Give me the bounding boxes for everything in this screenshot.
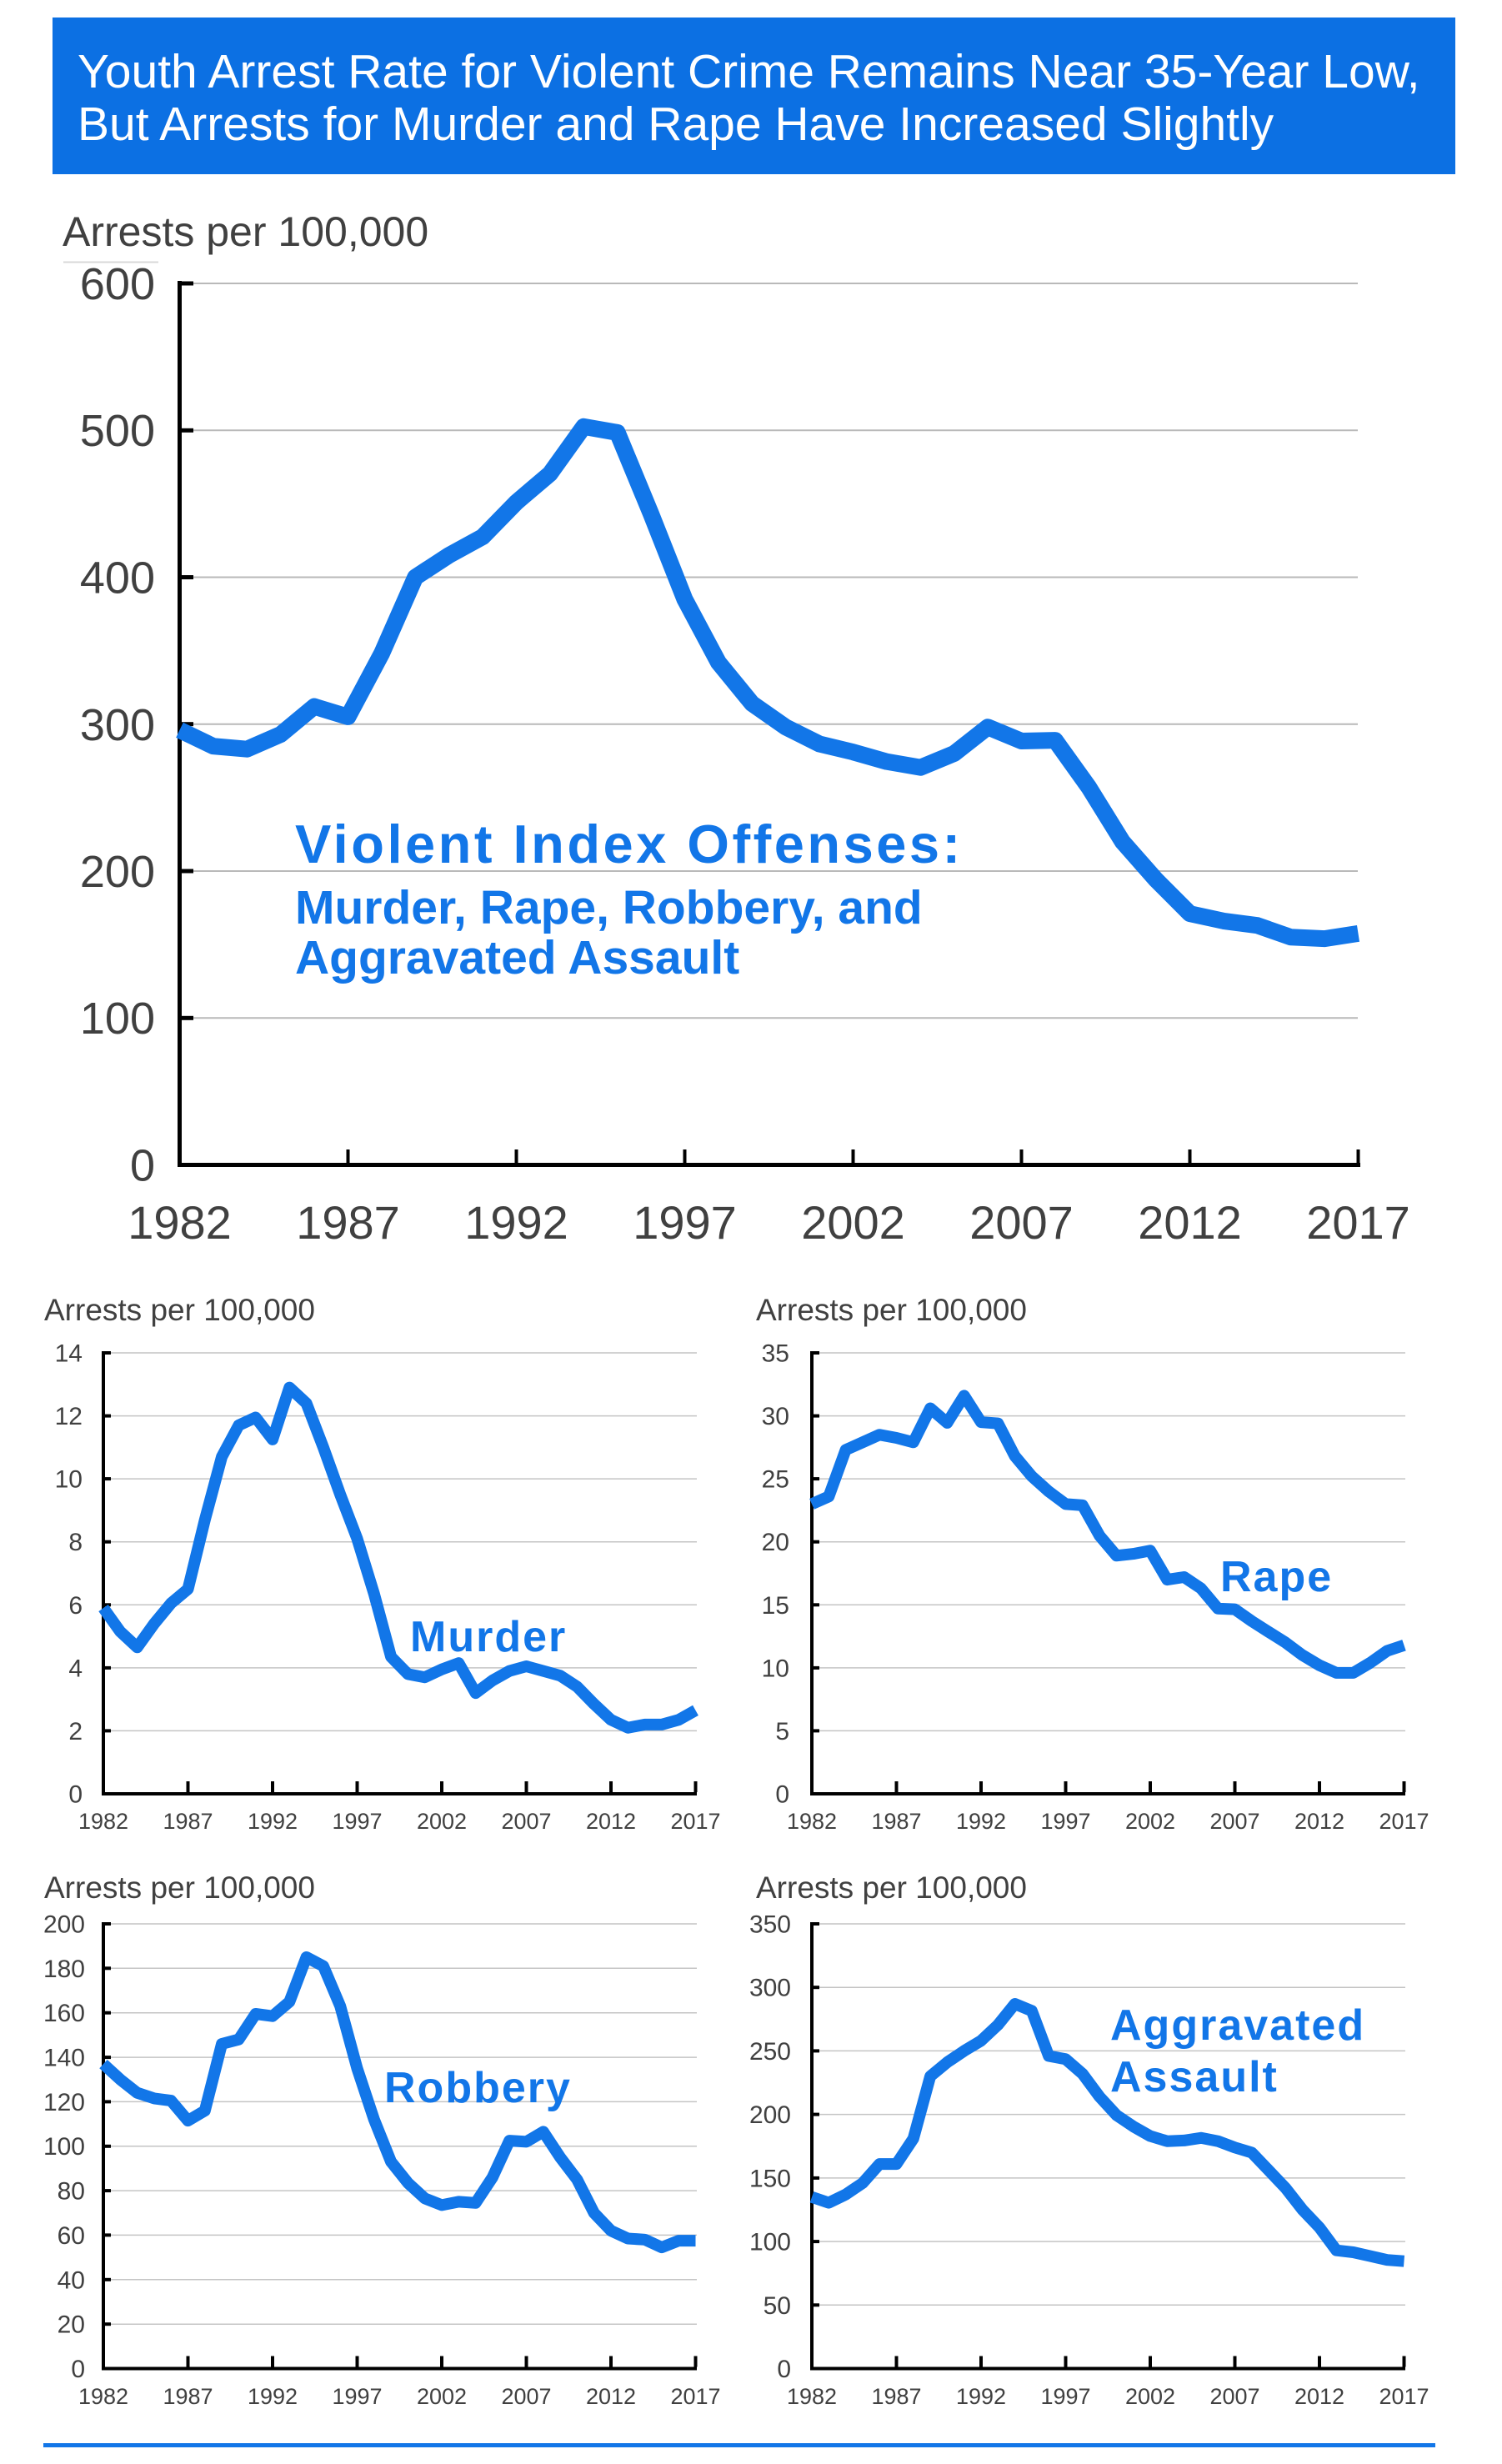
svg-text:180: 180 (43, 1956, 85, 1983)
svg-text:25: 25 (762, 1466, 789, 1494)
svg-text:350: 350 (749, 1911, 791, 1939)
svg-text:10: 10 (762, 1655, 789, 1682)
svg-text:1982: 1982 (78, 2384, 128, 2409)
svg-text:1982: 1982 (78, 1809, 128, 1834)
svg-text:2002: 2002 (417, 2384, 467, 2409)
svg-text:0: 0 (775, 1781, 789, 1809)
svg-text:2002: 2002 (1125, 1809, 1175, 1834)
svg-text:2012: 2012 (1294, 2384, 1344, 2409)
svg-text:35: 35 (762, 1340, 789, 1368)
svg-text:2002: 2002 (801, 1196, 905, 1249)
svg-text:Violent Index Offenses:: Violent Index Offenses: (295, 814, 964, 874)
svg-text:100: 100 (43, 2133, 85, 2161)
svg-text:8: 8 (68, 1529, 83, 1556)
svg-text:20: 20 (762, 1529, 789, 1556)
svg-text:140: 140 (43, 2045, 85, 2072)
svg-text:0: 0 (68, 1781, 83, 1809)
svg-text:1992: 1992 (248, 2384, 298, 2409)
svg-text:2007: 2007 (969, 1196, 1074, 1249)
svg-text:Arrests per 100,000: Arrests per 100,000 (63, 208, 428, 255)
svg-text:1997: 1997 (1040, 2384, 1090, 2409)
svg-text:30: 30 (762, 1403, 789, 1430)
svg-text:1997: 1997 (332, 2384, 382, 2409)
svg-text:400: 400 (80, 553, 155, 603)
svg-text:Arrests per 100,000: Arrests per 100,000 (44, 1871, 315, 1905)
svg-text:5: 5 (775, 1718, 789, 1745)
svg-text:1987: 1987 (163, 2384, 213, 2409)
svg-text:200: 200 (43, 1911, 85, 1939)
svg-text:1997: 1997 (633, 1196, 737, 1249)
svg-text:1992: 1992 (464, 1196, 568, 1249)
svg-text:2012: 2012 (1294, 1809, 1344, 1834)
svg-text:1987: 1987 (871, 2384, 921, 2409)
svg-text:Arrests per 100,000: Arrests per 100,000 (756, 1871, 1027, 1905)
svg-text:But Arrests for Murder and Rap: But Arrests for Murder and Rape Have Inc… (78, 98, 1274, 151)
svg-text:120: 120 (43, 2089, 85, 2116)
svg-text:2: 2 (68, 1718, 83, 1745)
svg-text:1997: 1997 (332, 1809, 382, 1834)
svg-text:2017: 2017 (670, 1809, 720, 1834)
svg-text:2007: 2007 (1209, 2384, 1259, 2409)
svg-text:300: 300 (749, 1975, 791, 2002)
svg-text:2007: 2007 (1209, 1809, 1259, 1834)
svg-text:2002: 2002 (417, 1809, 467, 1834)
svg-text:Murder: Murder (410, 1613, 567, 1661)
svg-text:2017: 2017 (1379, 1809, 1429, 1834)
svg-text:6: 6 (68, 1592, 83, 1620)
svg-text:2007: 2007 (501, 2384, 551, 2409)
svg-text:2012: 2012 (586, 1809, 636, 1834)
svg-text:2002: 2002 (1125, 2384, 1175, 2409)
svg-text:Aggravated Assault: Aggravated Assault (295, 931, 739, 984)
svg-text:1982: 1982 (128, 1196, 232, 1249)
svg-text:Robbery: Robbery (384, 2064, 572, 2112)
svg-text:2012: 2012 (586, 2384, 636, 2409)
svg-text:4: 4 (68, 1655, 83, 1682)
svg-text:300: 300 (80, 700, 155, 750)
svg-text:2017: 2017 (1379, 2384, 1429, 2409)
svg-text:250: 250 (749, 2038, 791, 2066)
svg-text:Aggravated: Aggravated (1110, 2001, 1365, 2050)
svg-text:2017: 2017 (1306, 1196, 1410, 1249)
svg-text:1982: 1982 (787, 2384, 837, 2409)
svg-text:200: 200 (80, 847, 155, 897)
svg-text:80: 80 (58, 2178, 85, 2206)
svg-text:1992: 1992 (956, 1809, 1006, 1834)
svg-text:500: 500 (80, 406, 155, 456)
svg-text:50: 50 (764, 2292, 791, 2320)
svg-text:200: 200 (749, 2101, 791, 2129)
svg-text:20: 20 (58, 2311, 85, 2339)
svg-text:Arrests per 100,000: Arrests per 100,000 (44, 1293, 315, 1327)
svg-text:Murder, Rape, Robbery, and: Murder, Rape, Robbery, and (295, 881, 923, 934)
svg-text:40: 40 (58, 2266, 85, 2294)
svg-text:1982: 1982 (787, 1809, 837, 1834)
svg-text:0: 0 (71, 2356, 85, 2383)
svg-text:10: 10 (55, 1466, 83, 1494)
svg-text:Arrests per 100,000: Arrests per 100,000 (756, 1293, 1027, 1327)
svg-text:1987: 1987 (296, 1196, 400, 1249)
svg-text:600: 600 (80, 259, 155, 309)
svg-text:12: 12 (55, 1403, 83, 1430)
svg-text:Assault: Assault (1110, 2053, 1279, 2101)
svg-text:150: 150 (749, 2165, 791, 2192)
svg-text:100: 100 (749, 2229, 791, 2256)
svg-text:15: 15 (762, 1592, 789, 1620)
svg-text:160: 160 (43, 2000, 85, 2027)
svg-text:Youth Arrest Rate for Violent: Youth Arrest Rate for Violent Crime Rema… (78, 45, 1420, 98)
svg-text:0: 0 (130, 1141, 155, 1191)
svg-text:1997: 1997 (1040, 1809, 1090, 1834)
svg-text:2012: 2012 (1138, 1196, 1242, 1249)
svg-text:1992: 1992 (956, 2384, 1006, 2409)
svg-text:Rape: Rape (1220, 1553, 1333, 1601)
svg-text:2017: 2017 (670, 2384, 720, 2409)
svg-text:0: 0 (777, 2356, 791, 2383)
svg-text:1992: 1992 (248, 1809, 298, 1834)
svg-text:1987: 1987 (163, 1809, 213, 1834)
svg-text:14: 14 (55, 1340, 83, 1368)
svg-text:1987: 1987 (871, 1809, 921, 1834)
svg-text:60: 60 (58, 2222, 85, 2250)
svg-text:100: 100 (80, 994, 155, 1044)
svg-text:2007: 2007 (501, 1809, 551, 1834)
